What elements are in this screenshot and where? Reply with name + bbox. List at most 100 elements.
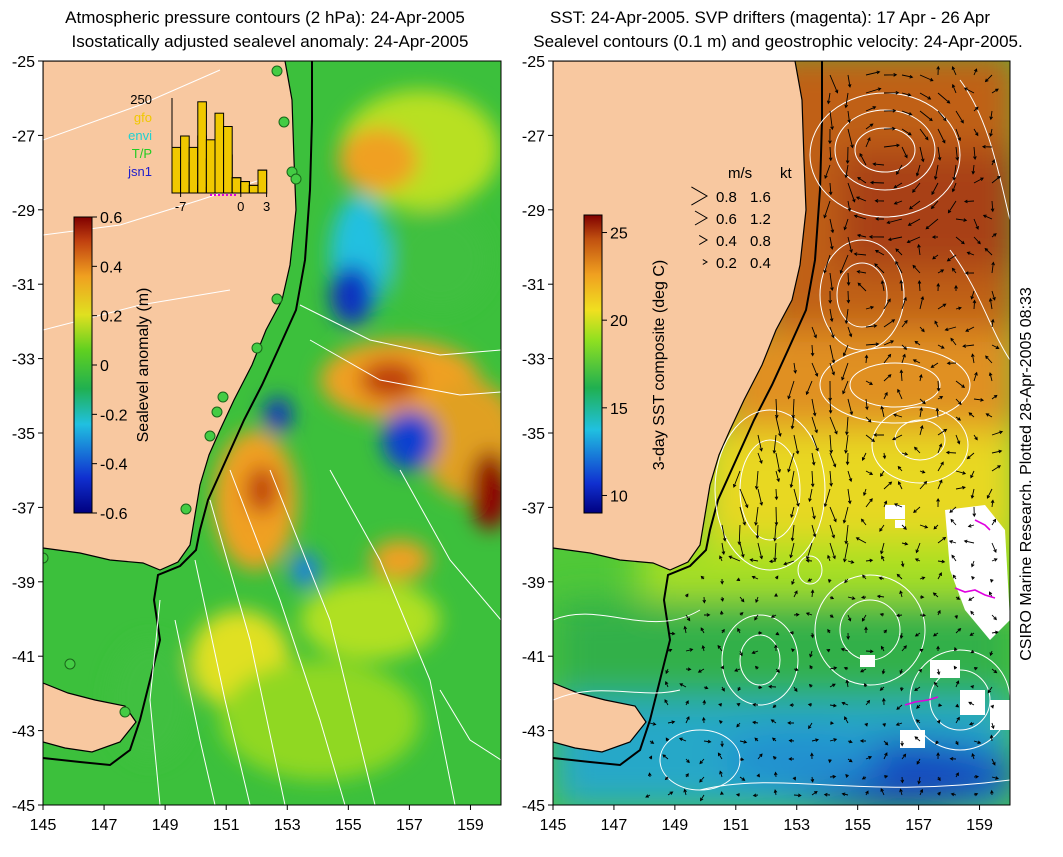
velocity-arrow (718, 703, 723, 707)
velocity-arrow (950, 792, 957, 797)
right-y-tick-label: -45 (522, 798, 545, 815)
tide-station (278, 116, 290, 128)
velocity-arrow (880, 405, 885, 418)
right-drifter-tracks (904, 519, 996, 706)
left-colorbar-ramp (73, 216, 93, 514)
velocity-arrow (919, 576, 926, 580)
velocity-arrow (917, 776, 921, 785)
velocity-arrow (737, 524, 742, 546)
velocity-arrow (989, 128, 993, 137)
velocity-arrow (969, 632, 975, 636)
velocity-arrow (883, 752, 888, 760)
velocity-arrow (685, 773, 689, 778)
velocity-arrow (937, 428, 948, 436)
velocity-arrow (937, 536, 947, 544)
velocity-arrow (944, 326, 957, 332)
velocity-arrow (907, 218, 921, 226)
right-x-tick-label: 159 (966, 817, 993, 834)
velocity-arrow (845, 416, 849, 436)
velocity-arrow (811, 452, 816, 466)
velocity-legend-ms: 0.6 (716, 211, 737, 228)
velocity-arrow (807, 578, 813, 582)
velocity-arrow (991, 630, 999, 635)
velocity-arrow (770, 614, 777, 618)
right-y-tick-label: -33 (522, 352, 545, 369)
velocity-arrow (899, 686, 904, 692)
velocity-arrow (901, 541, 909, 546)
velocity-arrow (954, 614, 958, 620)
drifter-track (974, 519, 991, 531)
velocity-arrow (937, 776, 941, 782)
velocity-arrow (990, 200, 995, 213)
velocity-arrow (699, 776, 705, 783)
velocity-arrow (932, 254, 939, 260)
velocity-arrow (790, 524, 795, 542)
velocity-arrow (829, 542, 836, 560)
velocity-arrow (879, 612, 885, 617)
velocity-arrow (901, 344, 908, 350)
velocity-arrow (931, 182, 939, 196)
velocity-arrow (991, 776, 1000, 780)
velocity-arrow (901, 353, 906, 364)
velocity-arrow (685, 648, 694, 652)
velocity-arrow (901, 452, 909, 456)
velocity-arrow (865, 434, 876, 442)
velocity-arrow (875, 217, 885, 221)
velocity-arrow (783, 560, 795, 566)
velocity-arrow (773, 542, 777, 562)
velocity-arrow (775, 452, 782, 474)
velocity-arrow (955, 596, 961, 600)
velocity-arrow (720, 596, 725, 602)
velocity-arrow (917, 280, 922, 292)
velocity-arrow (662, 754, 669, 760)
velocity-arrow (955, 470, 967, 475)
right-y-tick-label: -29 (522, 203, 545, 220)
left-x-tick-label: 151 (213, 817, 240, 834)
velocity-arrow (844, 164, 849, 179)
velocity-arrow (829, 110, 834, 131)
velocity-arrow (986, 488, 993, 499)
velocity-arrow (901, 753, 907, 760)
histogram-legend-envi: envi (128, 128, 152, 143)
velocity-legend-ms: 0.2 (716, 255, 737, 272)
velocity-arrow (990, 704, 994, 709)
colorbar-tick-label: 20 (610, 313, 628, 330)
velocity-arrow (955, 680, 960, 688)
velocity-arrow (953, 665, 958, 670)
tide-station (43, 552, 49, 564)
velocity-arrow (846, 272, 851, 286)
colorbar-tick-label: 0.6 (100, 210, 122, 227)
velocity-arrow (896, 704, 903, 710)
tide-station (271, 65, 283, 77)
velocity-arrow (701, 716, 706, 724)
velocity-legend-header-kt: kt (780, 165, 793, 182)
velocity-arrow (953, 646, 958, 652)
velocity-arrow (970, 610, 975, 616)
velocity-arrow (872, 162, 885, 166)
velocity-arrow (918, 668, 922, 673)
velocity-arrow (860, 518, 867, 526)
velocity-legend-arrow (702, 259, 708, 265)
velocity-arrow (917, 243, 921, 256)
velocity-arrow (855, 537, 867, 544)
velocity-arrow (664, 776, 669, 781)
right-y-tick-label: -37 (522, 500, 545, 517)
velocity-arrow (823, 200, 831, 219)
velocity-arrow (739, 757, 745, 762)
velocity-arrow (951, 554, 957, 562)
left-anomaly-field (110, 90, 501, 780)
velocity-arrow (908, 200, 921, 210)
velocity-arrow (758, 631, 763, 635)
left-x-tick-label: 149 (152, 817, 179, 834)
velocity-arrow (990, 578, 994, 583)
velocity-arrow (955, 416, 962, 421)
velocity-arrow (955, 434, 961, 445)
velocity-arrow (734, 668, 741, 672)
velocity-arrow (829, 666, 838, 671)
velocity-arrow (915, 719, 921, 724)
velocity-arrow (847, 739, 853, 744)
velocity-arrow (883, 353, 892, 364)
velocity-arrow (859, 152, 867, 166)
velocity-arrow (919, 406, 923, 418)
